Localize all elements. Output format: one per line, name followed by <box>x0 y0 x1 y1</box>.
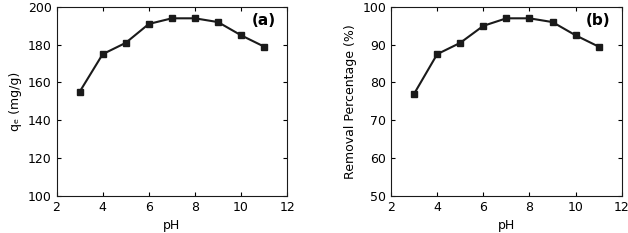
Text: (a): (a) <box>252 13 276 28</box>
X-axis label: pH: pH <box>498 219 515 232</box>
X-axis label: pH: pH <box>163 219 180 232</box>
Y-axis label: Removal Percentage (%): Removal Percentage (%) <box>344 24 357 179</box>
Text: (b): (b) <box>585 13 610 28</box>
Y-axis label: qₑ (mg/g): qₑ (mg/g) <box>9 72 22 131</box>
